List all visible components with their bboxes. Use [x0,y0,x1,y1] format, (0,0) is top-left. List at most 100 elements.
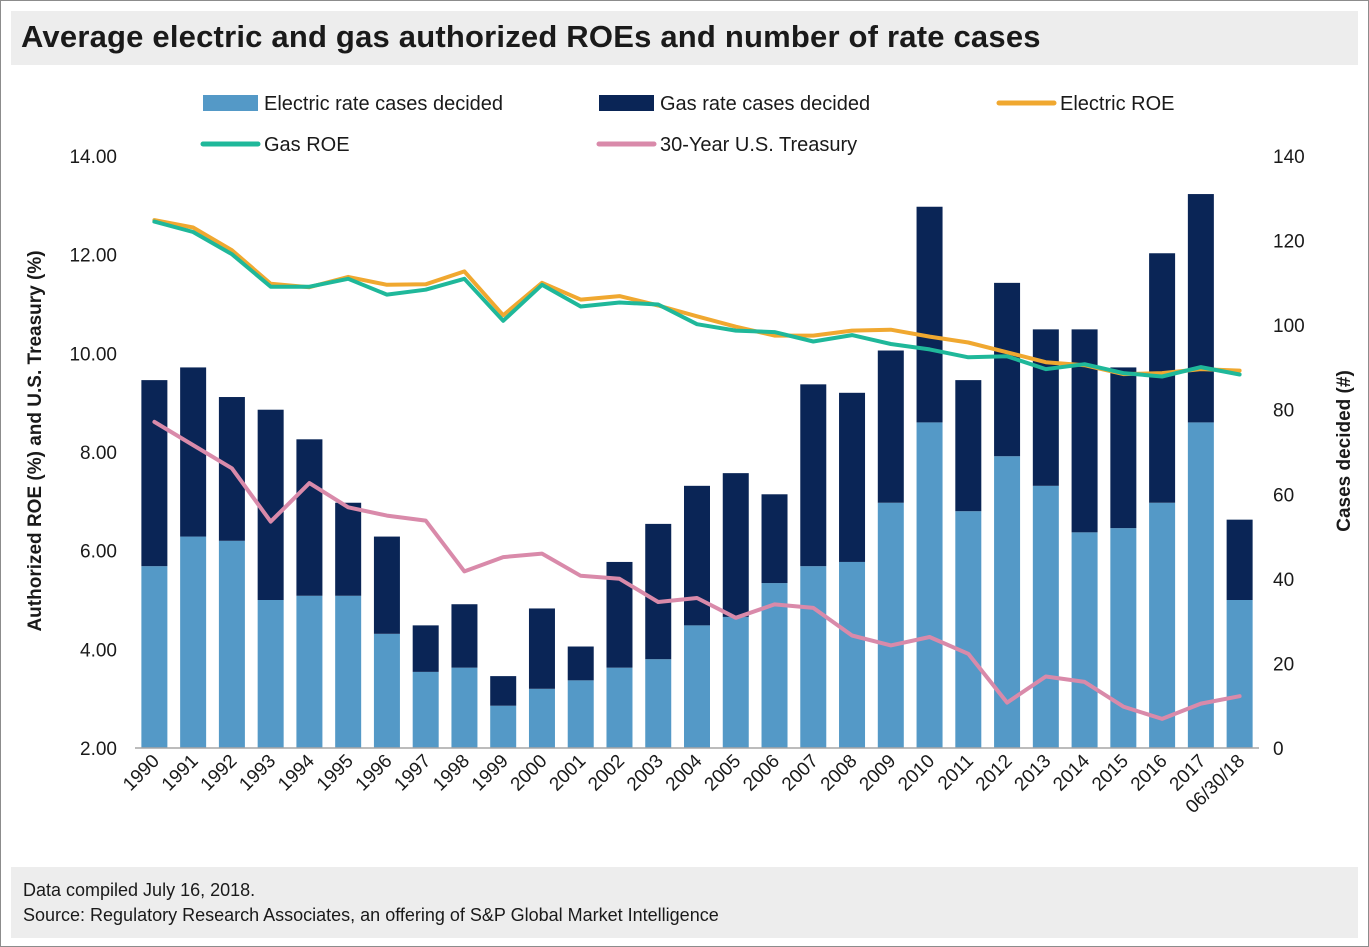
x-tick-label-1995: 1995 [313,751,358,796]
left-tick-label: 6.00 [80,542,117,563]
left-tick-label: 4.00 [80,640,117,661]
bar-electric-2009 [877,502,904,748]
x-tick-label-1992: 1992 [197,751,242,796]
x-tick-label-2013: 2013 [1011,751,1056,796]
left-tick-label: 12.00 [69,246,117,267]
bar-gas-1999 [490,676,517,706]
bar-electric-1996 [373,633,400,748]
bar-electric-1994 [296,595,323,748]
x-tick-label-1996: 1996 [352,751,397,796]
bar-gas-1997 [412,625,439,672]
right-tick-label: 20 [1273,654,1294,675]
bar-gas-2007 [800,384,827,567]
bar-gas-2014 [1071,329,1098,533]
legend-label-30-year-u-s-treasury: 30-Year U.S. Treasury [660,134,857,156]
bar-electric-2005 [722,616,749,748]
legend-label-electric-roe: Electric ROE [1060,93,1174,115]
bar-gas-1993 [257,409,284,600]
left-tick-label: 8.00 [80,443,117,464]
right-tick-label: 40 [1273,570,1294,591]
left-tick-label: 14.00 [69,147,117,168]
x-tick-label-2014: 2014 [1049,750,1094,795]
bar-electric-1991 [180,536,207,748]
line-gas-roe [152,219,1242,379]
x-tick-label-2002: 2002 [584,751,629,796]
chart-plot: Electric rate cases decided Gas rate case… [25,93,1355,818]
x-tick-label-2010: 2010 [894,751,939,796]
legend: Electric rate cases decided Gas rate case… [200,93,1174,156]
right-tick-label: 100 [1273,316,1305,337]
x-tick-label-1999: 1999 [468,751,513,796]
x-tick-label-2006: 2006 [739,751,784,796]
footnote-source: Source: Regulatory Research Associates, … [23,905,719,925]
x-tick-label-2004: 2004 [662,750,707,795]
bar-gas-1998 [451,604,478,668]
x-tick-label-2005: 2005 [701,751,746,796]
footer-bar: Data compiled July 16, 2018. Source: Reg… [11,867,1358,938]
lines-layer [152,218,1242,721]
line-30-year-u-s-treasury [152,419,1242,721]
bar-gas-2012 [994,282,1021,457]
bar-gas-2009 [877,350,904,503]
footnote-compiled: Data compiled July 16, 2018. [23,880,256,900]
bar-gas-2013 [1032,329,1059,486]
bar-electric-1999 [490,705,517,748]
x-tick-label-2000: 2000 [507,751,552,796]
bar-electric-1992 [218,540,245,748]
bar-electric-2002 [606,667,633,748]
right-tick-label: 0 [1273,739,1284,760]
x-tick-label-1994: 1994 [274,750,319,795]
legend-label-gas-rate-cases-decided: Gas rate cases decided [660,93,870,115]
bar-electric-2003 [645,659,672,748]
bar-gas-2015 [1110,367,1137,529]
bar-electric-06-30-18 [1226,600,1253,748]
x-tick-label-1990: 1990 [119,751,164,796]
x-tick-label-2015: 2015 [1088,751,1133,796]
bar-gas-2005 [722,473,749,617]
x-tick-label-2012: 2012 [972,751,1017,796]
bar-gas-1996 [373,536,400,634]
x-tick-label-2008: 2008 [817,751,862,796]
x-tick-label-2007: 2007 [778,751,823,796]
bar-electric-2013 [1032,485,1059,748]
bar-gas-2006 [761,494,788,584]
x-tick-label-2001: 2001 [546,751,591,796]
legend-label-gas-roe: Gas ROE [264,134,350,156]
bar-gas-2003 [645,523,672,660]
bar-gas-2011 [955,380,982,512]
chart-title: Average electric and gas authorized ROEs… [21,19,1041,54]
bar-gas-2000 [528,608,555,689]
bar-electric-2001 [567,680,594,748]
title-bar: Average electric and gas authorized ROEs… [11,11,1358,65]
bar-gas-2001 [567,646,594,681]
bar-electric-2007 [800,566,827,748]
bars-layer [141,194,1253,748]
bar-electric-2015 [1110,528,1137,748]
x-tick-label-1991: 1991 [158,751,203,796]
bar-electric-2010 [916,422,943,748]
bar-electric-2008 [839,561,866,748]
bar-gas-06-30-18 [1226,519,1253,600]
x-tick-label-2016: 2016 [1127,751,1172,796]
bar-electric-1993 [257,600,284,748]
right-tick-label: 80 [1273,401,1294,422]
bar-electric-2014 [1071,532,1098,748]
legend-swatch-gas-rate-cases-decided [599,95,654,111]
bar-electric-2016 [1149,502,1176,748]
bar-gas-2017 [1187,194,1214,423]
right-tick-label: 120 [1273,232,1305,253]
bar-electric-1997 [412,671,439,748]
bar-electric-2017 [1187,422,1214,748]
legend-swatch-electric-rate-cases-decided [203,95,258,111]
x-tick-label-1997: 1997 [390,751,435,796]
x-tick-label-1998: 1998 [429,751,474,796]
bar-gas-1995 [335,502,362,596]
bar-electric-2000 [528,688,555,748]
x-tick-label-2009: 2009 [856,751,901,796]
legend-label-electric-rate-cases-decided: Electric rate cases decided [264,93,503,115]
bar-electric-2011 [955,511,982,748]
left-tick-label: 2.00 [80,739,117,760]
bar-electric-1998 [451,667,478,748]
left-tick-label: 10.00 [69,344,117,365]
